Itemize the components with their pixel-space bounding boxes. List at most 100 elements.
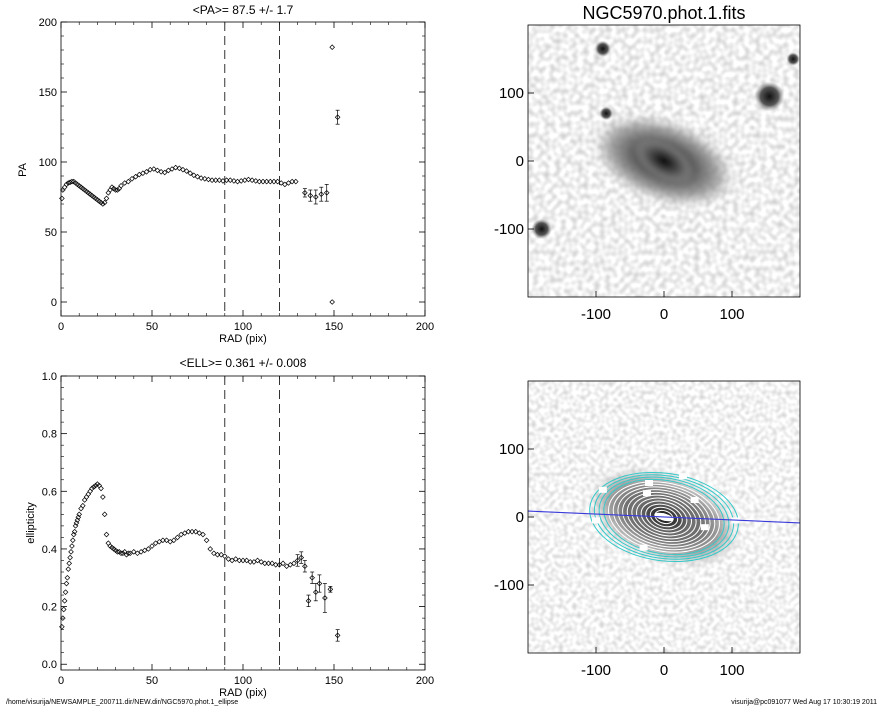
ell-point — [225, 556, 232, 562]
ell-errorbar-point — [313, 589, 319, 595]
ell-point — [203, 537, 210, 544]
image-panel-title: NGC5970.phot.1.fits — [582, 3, 745, 23]
ell-plot-frame — [60, 375, 426, 671]
isophote-contour — [589, 471, 739, 563]
masked-region — [679, 473, 688, 480]
ell-point — [80, 502, 86, 509]
ell-point — [76, 511, 82, 518]
pa-ytick-label: 150 — [39, 87, 57, 99]
fit-galaxy-features — [528, 468, 800, 566]
pa-outlier-point — [329, 299, 335, 305]
pa-point — [274, 178, 281, 185]
ell-point — [70, 537, 76, 544]
isophote-contour — [598, 476, 730, 558]
pa-point — [223, 177, 230, 183]
ell-point — [200, 531, 206, 538]
pa-point — [263, 178, 270, 185]
isophote-contour — [626, 491, 702, 543]
pa-xaxis-label: RAD (pix) — [219, 333, 267, 345]
ell-point — [66, 560, 72, 567]
ell-point — [269, 560, 275, 567]
ell-errorbar-point — [298, 554, 305, 561]
isophote-contour — [603, 478, 725, 556]
pa-point — [59, 195, 65, 202]
pa-axes: 0 50 100 150 200 0 50 100 150 200 — [39, 17, 435, 333]
isophote-contour — [612, 483, 716, 551]
ell-point — [160, 537, 166, 544]
ell-point — [60, 606, 67, 613]
image-axes: -100 0 100 100 0 -100 — [494, 85, 745, 323]
imgB-xtick-label: -100 — [581, 662, 611, 679]
pa-ytick-label: 100 — [39, 157, 57, 169]
ell-point — [98, 485, 104, 492]
pa-point — [118, 183, 124, 189]
ell-xtick-label: 0 — [58, 675, 64, 687]
galaxy-image-panel: NGC5970.phot.1.fits -100 0 100 100 0 -100 — [494, 3, 801, 323]
ell-ytick-label: 0.0 — [42, 659, 57, 671]
ell-errorbar-point — [322, 595, 328, 601]
pa-point — [212, 177, 219, 183]
pa-point — [249, 177, 255, 183]
pa-point — [267, 178, 274, 185]
ell-errorbar-point — [294, 557, 301, 564]
masked-region — [645, 480, 654, 486]
pa-point — [201, 176, 208, 182]
ell-point — [211, 550, 217, 557]
imgA-xtick-label: 0 — [660, 306, 668, 323]
pa-errorbar-point — [334, 114, 341, 120]
ell-point — [100, 494, 106, 500]
pa-point — [69, 178, 75, 185]
pa-point — [292, 178, 299, 185]
ell-point — [85, 491, 92, 497]
ell-point — [103, 531, 110, 538]
pa-errorbar-point — [318, 191, 325, 197]
ell-errorbar-point — [327, 586, 334, 593]
pa-point — [252, 178, 259, 184]
ell-point — [171, 537, 177, 544]
isophote-contour — [631, 494, 697, 540]
ell-point — [81, 497, 88, 503]
ell-point — [63, 580, 70, 587]
pa-point — [289, 178, 295, 185]
isophote-contour — [640, 500, 688, 534]
ell-xtick-label: 50 — [146, 675, 158, 687]
pa-point — [194, 173, 201, 180]
ell-point — [120, 550, 126, 557]
ell-ytick-label: 0.8 — [42, 429, 57, 441]
ell-point — [240, 557, 246, 564]
ell-ytick-label: 0.2 — [42, 602, 57, 614]
imgB-xtick-label: 0 — [660, 662, 668, 679]
ell-point — [64, 574, 71, 581]
pa-point — [198, 175, 204, 181]
pa-point — [256, 178, 263, 185]
ell-errorbar-point — [305, 598, 312, 604]
pa-point — [172, 164, 179, 171]
pa-point — [105, 190, 112, 196]
ell-point — [92, 482, 99, 489]
ell-point — [83, 494, 90, 500]
pa-ytick-label: 0 — [51, 297, 57, 309]
ell-point — [192, 528, 199, 535]
ell-point — [87, 488, 93, 495]
ell-point — [89, 485, 95, 492]
isophote-contour — [617, 486, 711, 548]
ell-point — [291, 560, 297, 567]
ell-point — [262, 560, 268, 567]
ell-point — [68, 549, 74, 555]
star-source — [599, 106, 613, 121]
isophote-contour — [593, 474, 735, 560]
ell-point — [65, 566, 72, 572]
pa-point — [231, 178, 237, 184]
ell-point — [131, 549, 137, 555]
pa-errorbar-point — [307, 192, 314, 199]
imgB-ytick-label: -100 — [494, 577, 524, 594]
ell-errorbar-point — [302, 563, 308, 570]
ell-point — [280, 560, 286, 567]
galaxy-features — [531, 40, 800, 240]
pa-point — [205, 176, 212, 183]
imgA-ytick-label: -100 — [494, 221, 524, 238]
user-timestamp-footer: visurija@pc091077 Wed Aug 17 10:30:19 20… — [731, 699, 877, 706]
ell-point — [174, 534, 181, 541]
pa-point — [154, 167, 161, 174]
